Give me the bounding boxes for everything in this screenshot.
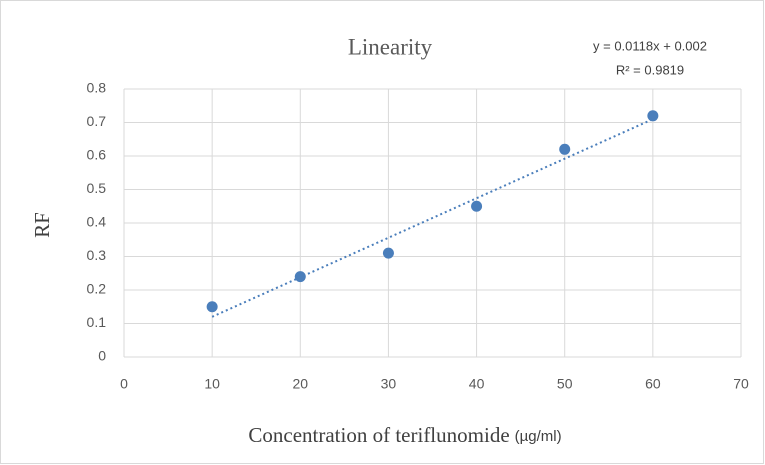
- y-tick-label: 0.8: [87, 80, 107, 96]
- x-tick-label: 70: [733, 376, 749, 392]
- data-point: [471, 200, 483, 212]
- trendline-r2: R² = 0.9819: [616, 62, 684, 77]
- y-axis-title: RF: [30, 212, 54, 238]
- x-tick-label: 60: [645, 376, 661, 392]
- x-tick-label: 40: [469, 376, 485, 392]
- y-tick-label: 0.2: [87, 281, 107, 297]
- y-tick-label: 0.6: [87, 147, 107, 163]
- x-axis-title-unit: (µg/ml): [515, 428, 562, 445]
- x-axis-title-main: Concentration of teriflunomide: [248, 423, 509, 447]
- y-tick-label: 0.7: [87, 113, 107, 129]
- x-tick-label: 10: [204, 376, 220, 392]
- y-tick-label: 0.4: [87, 214, 107, 230]
- data-point: [294, 271, 306, 283]
- y-tick-label: 0.1: [87, 314, 107, 330]
- chart-title: Linearity: [348, 34, 433, 59]
- data-point: [382, 247, 394, 259]
- y-tick-label: 0: [98, 348, 106, 364]
- y-tick-label: 0.3: [87, 247, 107, 263]
- trendline: [211, 118, 654, 318]
- trendline-equation: y = 0.0118x + 0.002: [593, 38, 707, 53]
- x-tick-label: 50: [557, 376, 573, 392]
- x-tick-label: 20: [292, 376, 308, 392]
- data-point: [647, 110, 659, 122]
- x-tick-label: 30: [381, 376, 397, 392]
- y-tick-label: 0.5: [87, 180, 107, 196]
- data-point: [206, 301, 218, 313]
- x-axis-title: Concentration of teriflunomide (µg/ml): [248, 423, 561, 447]
- data-point: [559, 143, 571, 155]
- x-tick-label: 0: [120, 376, 128, 392]
